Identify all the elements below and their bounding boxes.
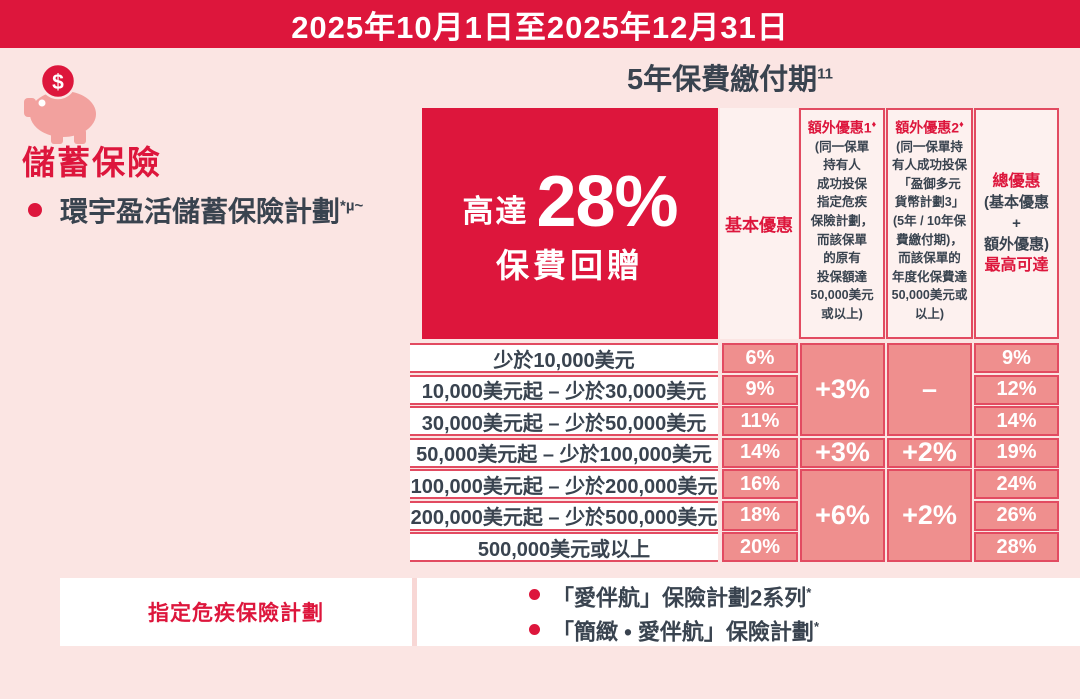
asterisk-footnote: * [813, 619, 819, 634]
table-row-label: 200,000美元起 – 少於500,000美元 [410, 500, 718, 531]
date-range-text: 2025年10月1日至2025年12月31日 [291, 9, 789, 45]
footer-plan-item: 「簡緻 • 愛伴航」保險計劃* [529, 612, 1080, 646]
basic-offer-value: 16% [722, 469, 798, 499]
extra-offer-2-value-group: +2% [887, 437, 972, 468]
svg-text:$: $ [52, 71, 64, 94]
extra-offer-2-title: 額外優惠2♦ [895, 119, 964, 136]
hero-percentage: 28% [536, 161, 678, 242]
extra-offer-1-description: (同一保單 持有人 成功投保 指定危疾 保險計劃， 而該保單 的原有 投保額達 … [810, 139, 874, 321]
basic-offer-value: 11% [722, 406, 798, 436]
extra-offer-1-value-group: +3% [800, 437, 885, 468]
column-header-total-offer: 總優惠 (基本優惠 + 額外優惠) 最高可達 [974, 108, 1059, 339]
total-offer-value: 12% [974, 374, 1059, 405]
footer-plan-text: 「愛伴航」保險計劃2系列* [552, 584, 812, 610]
premium-payment-period-title: 5年保費繳付期11 [627, 64, 833, 96]
basic-offer-value: 18% [722, 500, 798, 531]
date-range-banner: 2025年10月1日至2025年12月31日 [0, 0, 1080, 48]
extra-offer-2-value-group: +2% [887, 469, 972, 562]
basic-offer-value: 20% [722, 532, 798, 562]
extra-offer-2-value-group: – [887, 343, 972, 436]
asterisk-footnote: * [806, 584, 812, 600]
footer-divider [412, 578, 417, 646]
hero-prefix: 高達 [462, 194, 529, 229]
column-header-basic-offer: 基本優惠 [720, 108, 798, 339]
extra-offer-1-value-group: +3% [800, 343, 885, 436]
total-offer-value: 19% [974, 437, 1059, 468]
footer-plan-item: 「愛伴航」保險計劃2系列* [529, 578, 1080, 612]
total-offer-value: 14% [974, 406, 1059, 436]
table-row-label: 50,000美元起 – 少於100,000美元 [410, 437, 718, 468]
bullet-dot-icon [529, 589, 540, 601]
table-row-label: 100,000美元起 – 少於200,000美元 [410, 469, 718, 499]
basic-offer-value: 6% [722, 343, 798, 373]
plan-footnote-marks: *µ~ [340, 197, 364, 215]
total-offer-value: 24% [974, 469, 1059, 499]
bullet-dot-icon [28, 203, 42, 217]
plan-name: 環宇盈活儲蓄保險計劃*µ~ [60, 196, 364, 227]
total-offer-value: 26% [974, 500, 1059, 531]
diamond-footnote-icon: ♦ [959, 119, 964, 129]
hero-line1: 高達 28% [462, 161, 678, 243]
extra-offer-1-title: 額外優惠1♦ [807, 119, 877, 136]
designated-critical-illness-plans-box: 指定危疾保險計劃 「愛伴航」保險計劃2系列* 「簡緻 • 愛伴航」保險計劃* [60, 578, 1080, 646]
footnote-11: 11 [817, 65, 833, 83]
plan-bullet-line: 環宇盈活儲蓄保險計劃*µ~ [28, 190, 363, 230]
basic-offer-value: 14% [722, 437, 798, 468]
extra-offer-1-value-group: +6% [800, 469, 885, 562]
total-offer-value: 28% [974, 532, 1059, 562]
table-row-label: 少於10,000美元 [410, 343, 718, 373]
basic-offer-value: 9% [722, 374, 798, 405]
table-row-label: 10,000美元起 – 少於30,000美元 [410, 374, 718, 405]
piggy-bank-icon: $ [24, 56, 129, 156]
hero-suffix: 保費回贈 [496, 246, 644, 284]
bullet-dot-icon [529, 623, 540, 635]
footer-plan-text: 「簡緻 • 愛伴航」保險計劃* [552, 619, 819, 645]
diamond-footnote-icon: ♦ [871, 119, 877, 129]
footer-plan-list: 「愛伴航」保險計劃2系列* 「簡緻 • 愛伴航」保險計劃* [417, 578, 1080, 646]
table-row-label: 30,000美元起 – 少於50,000美元 [410, 406, 718, 436]
hero-premium-refund-box: 高達 28% 保費回贈 [422, 108, 718, 339]
footer-label: 指定危疾保險計劃 [148, 602, 324, 625]
column-header-extra-offer-1: 額外優惠1♦ (同一保單 持有人 成功投保 指定危疾 保險計劃， 而該保單 的原… [799, 108, 885, 339]
section-heading-savings-insurance: 儲蓄保險 [22, 144, 162, 181]
total-offer-value: 9% [974, 343, 1059, 373]
extra-offer-2-description: (同一保單持 有人成功投保 「盈御多元 貨幣計劃3」 (5年 / 10年保 費繳… [891, 139, 968, 321]
column-header-extra-offer-2: 額外優惠2♦ (同一保單持 有人成功投保 「盈御多元 貨幣計劃3」 (5年 / … [886, 108, 973, 339]
table-row-label: 500,000美元或以上 [410, 532, 718, 562]
